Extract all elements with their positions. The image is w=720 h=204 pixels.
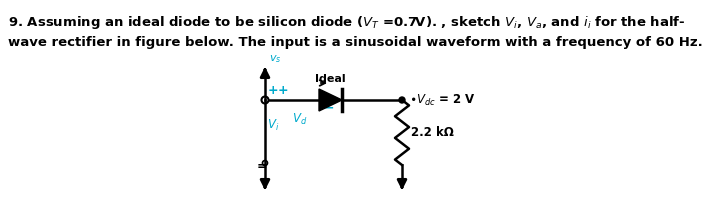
- Polygon shape: [319, 89, 342, 111]
- Text: +: +: [268, 83, 279, 96]
- Text: $V_d$: $V_d$: [292, 112, 307, 127]
- Text: $\bullet V_{dc}$ = 2 V: $\bullet V_{dc}$ = 2 V: [409, 92, 476, 108]
- Circle shape: [399, 97, 405, 103]
- Text: Ideal: Ideal: [315, 74, 346, 84]
- Text: wave rectifier in figure below. The input is a sinusoidal waveform with a freque: wave rectifier in figure below. The inpu…: [8, 36, 703, 49]
- Text: −: −: [324, 102, 334, 114]
- Text: =: =: [257, 161, 267, 173]
- Text: 9. Assuming an ideal diode to be silicon diode ($V_T$ =0.7V). , sketch $V_i$, $V: 9. Assuming an ideal diode to be silicon…: [8, 14, 685, 31]
- Text: $V_i$: $V_i$: [267, 118, 279, 133]
- Text: +: +: [278, 83, 288, 96]
- Text: 2.2 kΩ: 2.2 kΩ: [411, 126, 454, 139]
- Text: $v_s$: $v_s$: [269, 53, 282, 65]
